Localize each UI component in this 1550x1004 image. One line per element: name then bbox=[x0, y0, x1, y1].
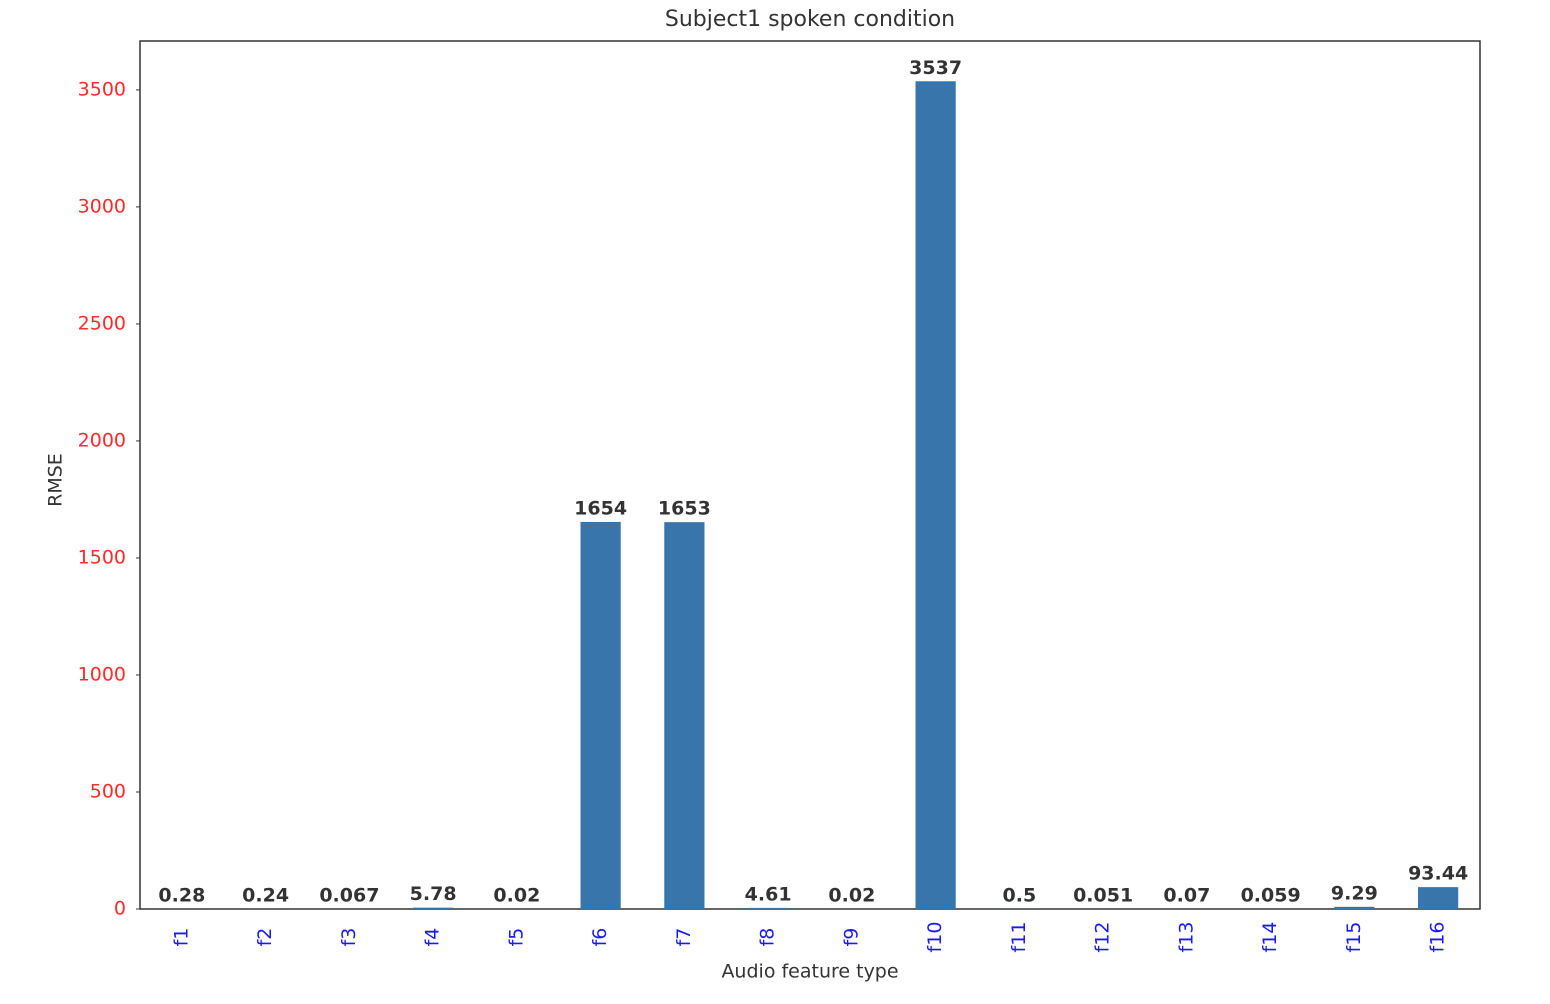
y-tick-label: 3500 bbox=[78, 78, 126, 100]
y-tick-label: 500 bbox=[90, 780, 126, 802]
y-tick-label: 1500 bbox=[78, 546, 126, 568]
x-tick-label: f2 bbox=[254, 928, 276, 947]
bar bbox=[580, 521, 621, 909]
value-label: 5.78 bbox=[410, 883, 457, 905]
x-tick-label: f6 bbox=[589, 928, 611, 947]
value-label: 0.059 bbox=[1241, 884, 1301, 906]
x-tick-label: f1 bbox=[170, 928, 192, 947]
value-label: 0.28 bbox=[158, 884, 205, 906]
value-label: 0.5 bbox=[1003, 884, 1037, 906]
value-label: 9.29 bbox=[1331, 882, 1378, 904]
value-label: 1654 bbox=[574, 497, 627, 519]
y-tick-label: 2500 bbox=[78, 312, 126, 334]
bar bbox=[413, 907, 454, 909]
bar bbox=[664, 522, 705, 909]
value-label: 3537 bbox=[909, 57, 962, 79]
x-tick-label: f15 bbox=[1343, 922, 1365, 953]
x-tick-label: f11 bbox=[1008, 922, 1030, 953]
x-tick-label: f16 bbox=[1427, 922, 1449, 953]
value-label: 0.051 bbox=[1073, 884, 1133, 906]
x-tick-label: f10 bbox=[924, 922, 946, 953]
x-tick-label: f3 bbox=[338, 928, 360, 947]
value-label: 93.44 bbox=[1408, 863, 1468, 885]
plot-frame bbox=[139, 40, 1481, 910]
value-label: 0.07 bbox=[1163, 884, 1210, 906]
x-axis-label: Audio feature type bbox=[721, 961, 898, 983]
bar bbox=[748, 907, 789, 909]
bar bbox=[1418, 887, 1459, 909]
y-tick-label: 3000 bbox=[78, 195, 126, 217]
bar bbox=[915, 81, 956, 909]
y-tick-label: 1000 bbox=[78, 663, 126, 685]
y-tick-label: 2000 bbox=[78, 429, 126, 451]
value-label: 1653 bbox=[658, 498, 711, 520]
x-tick-label: f7 bbox=[673, 928, 695, 947]
x-tick-label: f9 bbox=[840, 928, 862, 947]
x-tick-label: f4 bbox=[422, 928, 444, 947]
value-label: 0.067 bbox=[319, 884, 379, 906]
value-label: 0.02 bbox=[828, 884, 875, 906]
y-tick-label: 0 bbox=[114, 898, 126, 920]
bar bbox=[1334, 906, 1375, 909]
y-axis-label: RMSE bbox=[45, 453, 67, 507]
x-tick-label: f5 bbox=[505, 928, 527, 947]
x-tick-label: f12 bbox=[1092, 922, 1114, 953]
x-tick-label: f8 bbox=[757, 928, 779, 947]
chart-title: Subject1 spoken condition bbox=[665, 7, 955, 32]
x-tick-label: f13 bbox=[1175, 922, 1197, 953]
value-label: 0.24 bbox=[242, 884, 289, 906]
value-label: 0.02 bbox=[493, 884, 540, 906]
value-label: 4.61 bbox=[745, 883, 792, 905]
x-tick-label: f14 bbox=[1259, 922, 1281, 953]
